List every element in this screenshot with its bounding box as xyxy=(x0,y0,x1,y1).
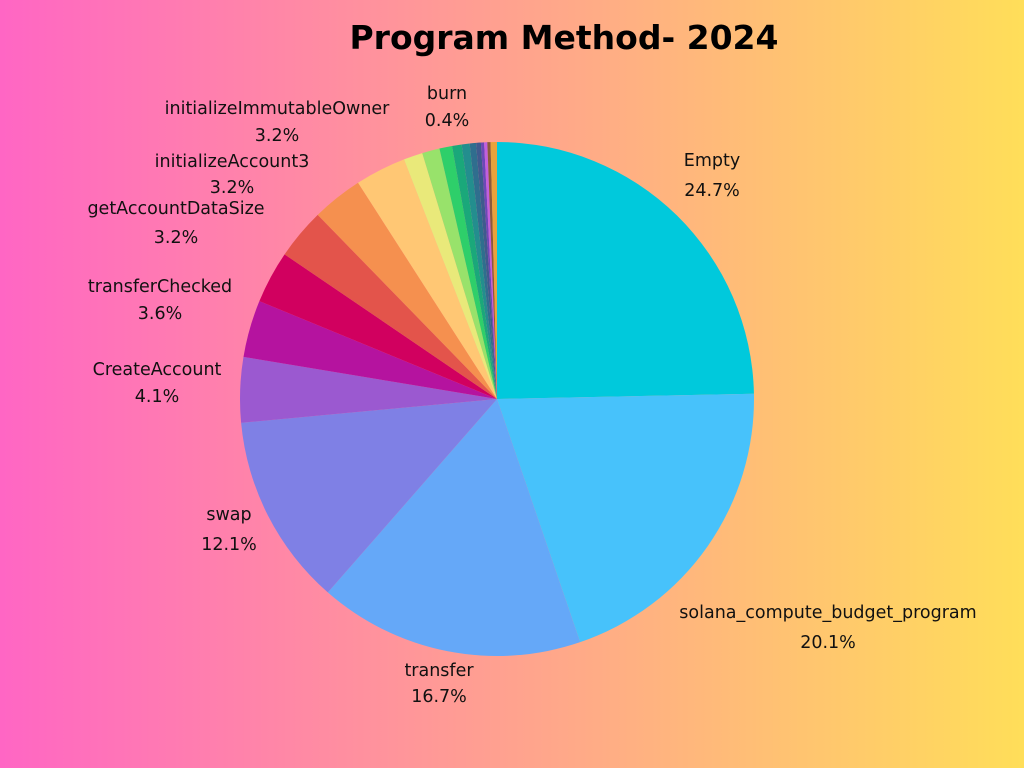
pie-slice-initializeimmutableowner xyxy=(358,159,497,399)
pie-slice-createaccount xyxy=(240,356,497,423)
slice-label-transfer: transfer xyxy=(404,661,474,681)
pie-slice-empty xyxy=(497,142,754,399)
slice-percent-createaccount: 4.1% xyxy=(135,387,179,407)
pie-slice-minor-6 xyxy=(259,254,497,399)
pie-slice-minor-15 xyxy=(469,142,497,399)
slice-label-getaccountdatasize: getAccountDataSize xyxy=(87,199,264,219)
slice-percent-transfer: 16.7% xyxy=(411,687,467,707)
pie-slice-minor-17 xyxy=(480,142,497,399)
pie-slice-minor-11 xyxy=(422,148,497,399)
pie-slice-swap xyxy=(241,399,497,593)
pie-slice-minor-19 xyxy=(487,142,497,399)
slice-percent-initializeaccount3: 3.2% xyxy=(210,178,254,198)
pie-slice-minor-18 xyxy=(484,142,497,399)
slice-percent-empty: 24.7% xyxy=(684,181,740,201)
pie-slice-burn xyxy=(490,142,497,399)
slice-label-empty: Empty xyxy=(684,151,740,171)
pie-slice-solana-compute-budget-program xyxy=(497,393,754,643)
slice-label-createaccount: CreateAccount xyxy=(93,360,222,380)
slice-label-solana-compute-budget-program: solana_compute_budget_program xyxy=(679,603,976,623)
slice-percent-getaccountdatasize: 3.2% xyxy=(154,228,198,248)
slice-percent-burn: 0.4% xyxy=(425,111,469,131)
pie-slice-minor-12 xyxy=(439,145,497,399)
pie-slice-minor-16 xyxy=(476,142,497,400)
pie-slice-transferchecked xyxy=(243,301,497,399)
slice-label-transferchecked: transferChecked xyxy=(88,277,232,297)
chart-title: Program Method- 2024 xyxy=(349,18,779,57)
slice-percent-transferchecked: 3.6% xyxy=(138,304,182,324)
slice-label-initializeimmutableowner: initializeImmutableOwner xyxy=(165,99,391,119)
slice-label-burn: burn xyxy=(427,84,467,104)
slice-label-swap: swap xyxy=(206,505,251,525)
slice-percent-swap: 12.1% xyxy=(201,535,257,555)
pie-slice-minor-14 xyxy=(461,143,497,399)
slice-label-initializeaccount3: initializeAccount3 xyxy=(155,152,310,172)
pie-slice-minor-10 xyxy=(403,153,497,399)
slice-percent-solana-compute-budget-program: 20.1% xyxy=(800,633,856,653)
slice-percent-initializeimmutableowner: 3.2% xyxy=(255,126,299,146)
pie-slice-minor-13 xyxy=(452,144,497,399)
pie-slice-getaccountdatasize xyxy=(284,214,497,399)
pie-slice-initializeaccount3 xyxy=(317,182,497,399)
pie-slice-transfer xyxy=(327,399,581,657)
